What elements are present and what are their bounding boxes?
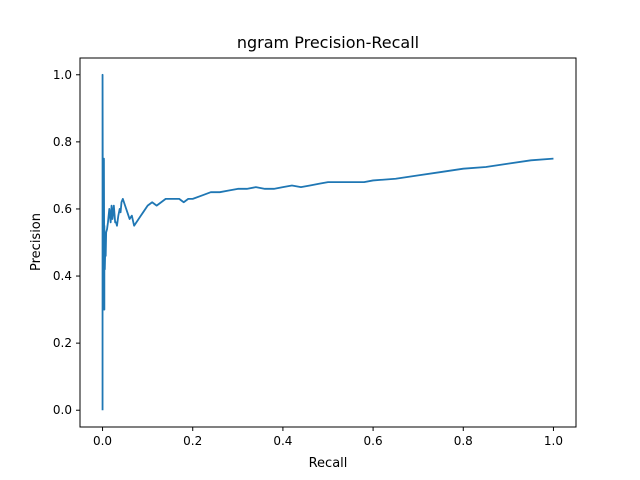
plot-area-frame (79, 57, 577, 428)
x-tick-label: 1.0 (544, 434, 563, 448)
y-tick-label: 0.8 (53, 135, 72, 149)
x-tick-label: 0.0 (93, 434, 112, 448)
x-tick-label: 0.2 (183, 434, 202, 448)
y-tick-label: 0.2 (53, 336, 72, 350)
precision-recall-line (101, 73, 554, 411)
x-axis-ticks: 0.0 0.2 0.4 0.6 0.8 1.0 (93, 427, 563, 448)
y-tick-label: 1.0 (53, 68, 72, 82)
y-tick-label: 0.0 (53, 403, 72, 417)
chart-title: ngram Precision-Recall (237, 33, 419, 52)
x-axis-label: Recall (309, 456, 348, 471)
y-axis-label: Precision (29, 213, 44, 271)
y-axis-ticks: 0.0 0.2 0.4 0.6 0.8 1.0 (53, 68, 80, 417)
x-tick-label: 0.6 (364, 434, 383, 448)
series-layer (101, 73, 554, 411)
y-tick-label: 0.4 (53, 269, 72, 283)
x-tick-label: 0.8 (454, 434, 473, 448)
y-tick-label: 0.6 (53, 202, 72, 216)
x-tick-label: 0.4 (273, 434, 292, 448)
